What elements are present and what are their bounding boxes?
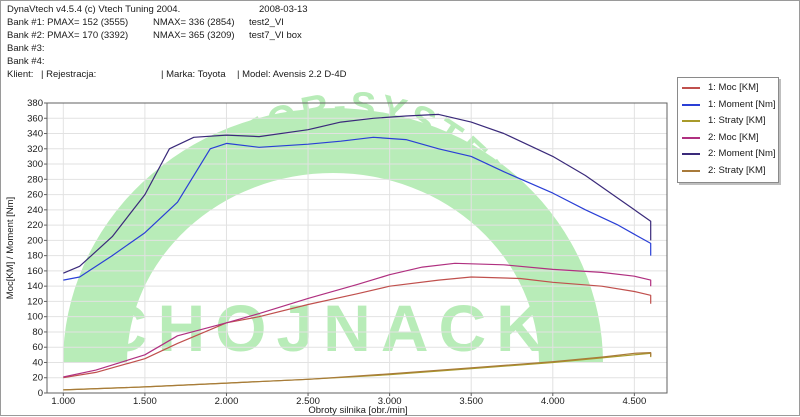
series-line-6 [63,352,652,391]
legend-item: 2: Moc [KM] [682,131,776,145]
series-line-5 [63,113,652,274]
legend: 1: Moc [KM] 1: Moment [Nm] 1: Straty [KM] 2… [677,77,779,183]
registration-label: | Rejestracja: [41,69,97,80]
y-tick-label: 0 [38,388,43,399]
legend-swatch [682,136,700,139]
y-tick-label: 160 [27,266,43,277]
bank2-nmax: NMAX= 365 (3209) [153,30,235,41]
x-tick-label: 3.000 [378,396,402,407]
y-tick-label: 260 [27,190,43,201]
client-label: Klient: [7,69,34,80]
bank4-label: Bank #4: [7,56,45,67]
series-line-4 [63,262,652,378]
legend-label: 2: Moment [Nm] [708,148,776,159]
bank1-file: test2_VI [249,17,284,28]
y-tick-label: 140 [27,281,43,292]
y-tick-label: 60 [32,342,43,353]
plot-area-border [46,102,668,394]
watermark-arch [63,108,603,363]
y-tick-label: 380 [27,98,43,109]
app-title: DynaVtech v4.5.4 (c) Vtech Tuning 2004. [7,4,181,15]
legend-label: 1: Straty [KM] [708,115,766,126]
legend-label: 1: Moc [KM] [708,82,759,93]
y-tick-label: 100 [27,312,43,323]
y-tick-label: 320 [27,144,43,155]
x-tick-label: 3.500 [459,396,483,407]
bank2-pmax: Bank #2: PMAX= 170 (3392) [7,30,129,41]
y-tick-label: 40 [32,357,43,368]
series-group [63,113,652,391]
x-axis-title: Obroty silnika [obr./min] [308,405,407,416]
y-tick-label: 180 [27,251,43,262]
x-tick-label: 4.000 [541,396,565,407]
bank3-label: Bank #3: [7,43,45,54]
y-tick-label: 360 [27,113,43,124]
y-tick-label: 120 [27,296,43,307]
bank1-nmax: NMAX= 336 (2854) [153,17,235,28]
x-tick-label: 1.500 [133,396,157,407]
legend-label: 2: Moc [KM] [708,131,759,143]
legend-item: 2: Straty [KM] [682,164,776,178]
y-tick-label: 280 [27,174,43,185]
axes: 0 20 40 60 80 100 120 140 160 180 200 220 240 260 280 3… [27,98,668,407]
x-tick-label: 4.500 [622,396,646,407]
legend-swatch [682,120,700,122]
legend-swatch [682,169,700,172]
y-tick-label: 340 [27,129,43,140]
grid [47,102,667,394]
x-tick-label: 2.000 [215,396,239,407]
legend-item: 1: Moc [KM] [682,81,776,95]
y-tick-label: 80 [32,327,43,338]
series-line-2 [63,136,652,281]
y-tick-label: 240 [27,205,43,216]
series-line-1 [63,276,652,379]
x-tick-label: 1.000 [51,396,75,407]
y-tick-label: 200 [27,235,43,246]
report-date: 2008-03-13 [259,4,308,15]
y-tick-label: 20 [32,373,43,384]
x-tick-label: 2.500 [296,396,320,407]
y-tick-label: 220 [27,220,43,231]
watermark-name: CHOJNACKI [100,291,582,365]
make-label: | Marka: Toyota [161,69,226,80]
y-tick-label: 300 [27,159,43,170]
legend-item: 1: Moment [Nm] [682,98,776,112]
legend-label: 1: Moment [Nm] [708,98,776,110]
legend-swatch [682,87,700,89]
legend-swatch [682,103,700,106]
legend-swatch [682,153,700,155]
model-label: | Model: Avensis 2.2 D-4D [237,69,347,80]
y-axis-title: Moc[KM] / Moment [Nm] [5,197,16,299]
legend-item: 2: Moment [Nm] [682,147,776,161]
bank1-pmax: Bank #1: PMAX= 152 (3555) [7,17,129,28]
legend-label: 2: Straty [KM] [708,164,766,176]
legend-item: 1: Straty [KM] [682,114,776,128]
bank2-file: test7_VI box [249,30,302,41]
